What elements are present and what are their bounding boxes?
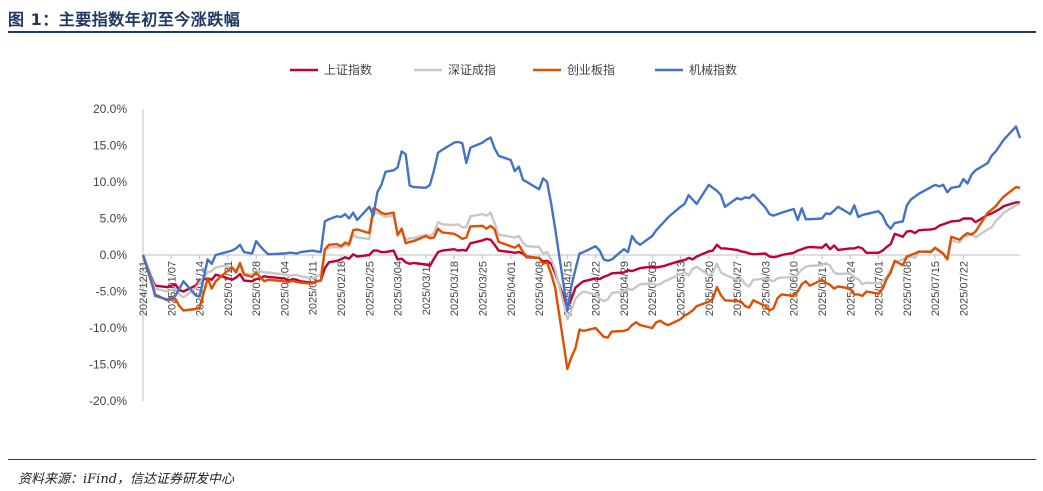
x-tick-label: 2025/03/18 bbox=[449, 261, 461, 316]
x-tick-label: 2025/03/25 bbox=[477, 261, 489, 316]
x-tick-label: 2025/05/27 bbox=[732, 261, 744, 316]
x-tick-label: 2025/04/01 bbox=[506, 261, 518, 316]
y-tick-label: 20.0% bbox=[93, 102, 127, 116]
x-tick-label: 2025/02/18 bbox=[336, 261, 348, 316]
y-tick-label: -10.0% bbox=[89, 321, 127, 335]
x-tick-label: 2025/02/25 bbox=[364, 261, 376, 316]
series-line-3 bbox=[141, 125, 1022, 312]
x-tick-label: 2025/02/11 bbox=[308, 261, 320, 315]
legend: 上证指数 深证成指 创业板指 机械指数 bbox=[290, 62, 737, 77]
x-tick-label: 2025/04/29 bbox=[619, 261, 631, 316]
legend-label: 深证成指 bbox=[448, 62, 496, 77]
x-tick-label: 2025/03/11 bbox=[421, 261, 433, 315]
series-line-1 bbox=[141, 202, 1021, 321]
x-tick-label: 2025/02/04 bbox=[279, 261, 291, 316]
x-tick-label: 2025/06/03 bbox=[760, 261, 772, 316]
source-note: 资料来源：iFind，信达证券研发中心 bbox=[18, 472, 235, 487]
legend-label: 机械指数 bbox=[689, 62, 737, 77]
x-tick-label: 2025/07/22 bbox=[958, 261, 970, 316]
x-tick-label: 2025/04/08 bbox=[534, 261, 546, 316]
x-tick-label: 2025/05/06 bbox=[647, 261, 659, 316]
y-tick-label: -5.0% bbox=[96, 285, 128, 299]
x-tick-label: 2025/01/21 bbox=[223, 261, 235, 316]
y-tick-label: -20.0% bbox=[89, 394, 127, 408]
title-divider bbox=[8, 31, 1036, 33]
x-tick-label: 2024/12/31 bbox=[138, 261, 150, 316]
y-tick-label: 0.0% bbox=[100, 248, 128, 262]
line-chart: 上证指数 深证成指 创业板指 机械指数 20.0% 15.0% 10.0% 5.0% 0.0%… bbox=[89, 62, 1022, 408]
x-tick-label: 2025/05/13 bbox=[676, 261, 688, 316]
series-line-2 bbox=[141, 185, 1021, 371]
y-tick-label: 15.0% bbox=[93, 139, 127, 153]
footer-divider bbox=[8, 459, 1036, 460]
x-tick-label: 2025/07/08 bbox=[902, 261, 914, 316]
y-axis: 20.0% 15.0% 10.0% 5.0% 0.0% -5.0% -10.0% -15.0%… bbox=[89, 102, 144, 408]
x-tick-label: 2025/01/28 bbox=[251, 261, 263, 316]
legend-label: 创业板指 bbox=[567, 62, 615, 77]
x-tick-label: 2025/04/22 bbox=[591, 261, 603, 316]
x-tick-label: 2025/03/04 bbox=[393, 261, 405, 316]
x-tick-label: 2025/07/15 bbox=[930, 261, 942, 316]
y-tick-label: 10.0% bbox=[93, 175, 127, 189]
x-tick-label: 2025/07/01 bbox=[874, 261, 886, 316]
x-tick-label: 2025/06/17 bbox=[817, 261, 829, 316]
y-tick-label: 5.0% bbox=[100, 212, 128, 226]
y-tick-label: -15.0% bbox=[89, 358, 127, 372]
chart-title: 图 1：主要指数年初至今涨跌幅 bbox=[8, 10, 241, 29]
legend-label: 上证指数 bbox=[324, 62, 372, 77]
series-line-0 bbox=[141, 201, 1020, 309]
series-layer bbox=[141, 125, 1022, 371]
